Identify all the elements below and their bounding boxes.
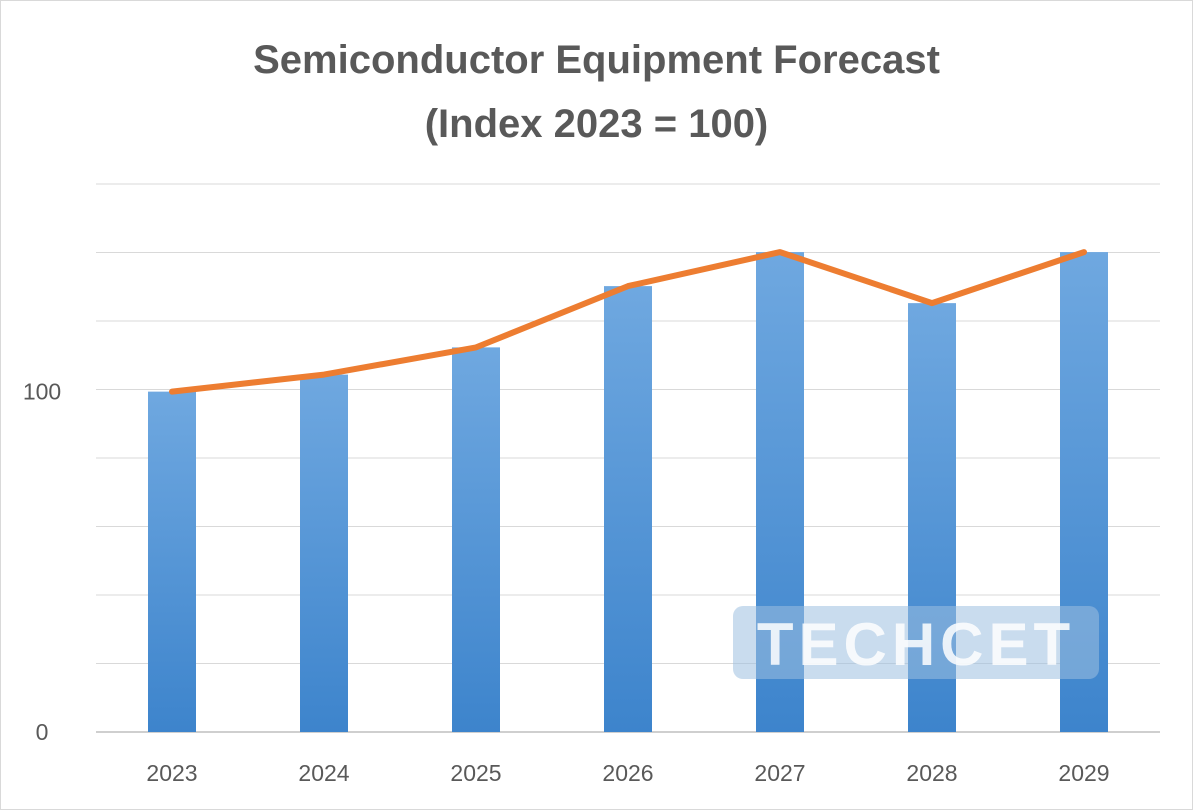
x-tick-label: 2028 <box>906 760 957 786</box>
x-tick-label: 2023 <box>146 760 197 786</box>
watermark-text: TECHCET <box>757 611 1075 678</box>
y-tick-label: 0 <box>36 719 49 745</box>
x-tick-label: 2027 <box>754 760 805 786</box>
y-tick-label: 100 <box>23 379 61 405</box>
bar-2026 <box>604 286 652 732</box>
x-tick-label: 2024 <box>298 760 349 786</box>
bar-2025 <box>452 347 500 732</box>
techcet-watermark: TECHCET <box>733 606 1099 679</box>
x-tick-label: 2029 <box>1058 760 1109 786</box>
bar-2023 <box>148 391 196 732</box>
x-tick-label: 2026 <box>602 760 653 786</box>
bar-2024 <box>300 374 348 732</box>
chart-subtitle: (Index 2023 = 100) <box>424 102 769 146</box>
x-tick-label: 2025 <box>450 760 501 786</box>
chart-title: Semiconductor Equipment Forecast <box>253 38 940 82</box>
